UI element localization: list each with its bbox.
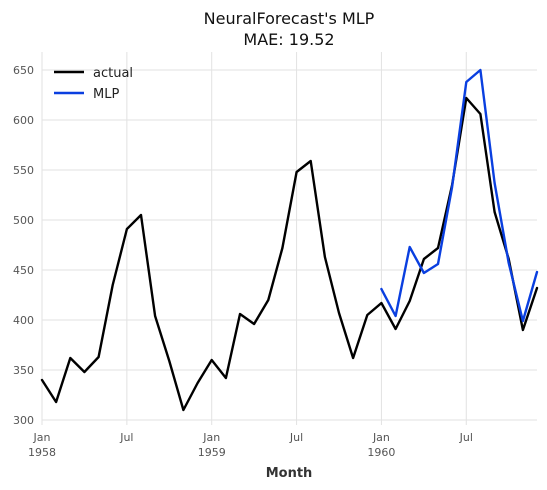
y-tick-label: 600 bbox=[13, 114, 34, 127]
x-tick-year-label: 1960 bbox=[367, 446, 395, 459]
legend: actual MLP bbox=[54, 66, 133, 102]
x-tick-year-label: 1958 bbox=[28, 446, 56, 459]
chart-subtitle: MAE: 19.52 bbox=[243, 30, 334, 49]
x-tick-label: Jan bbox=[372, 431, 390, 444]
x-tick-label: Jan bbox=[202, 431, 220, 444]
x-tick-label: Jan bbox=[33, 431, 51, 444]
legend-label-mlp: MLP bbox=[93, 87, 119, 102]
x-axis-label: Month bbox=[266, 466, 313, 481]
y-tick-label: 650 bbox=[13, 64, 34, 77]
x-tick-label: Jul bbox=[459, 431, 473, 444]
series-line-mlp bbox=[380, 68, 539, 323]
y-tick-label: 400 bbox=[13, 314, 34, 327]
y-tick-label: 450 bbox=[13, 264, 34, 277]
y-tick-label: 550 bbox=[13, 164, 34, 177]
y-axis-ticks: 300 350 400 450 500 550 600 650 bbox=[13, 64, 34, 427]
x-tick-label: Jul bbox=[289, 431, 303, 444]
series-line-actual bbox=[40, 96, 539, 412]
chart-title: NeuralForecast's MLP bbox=[204, 9, 375, 28]
y-tick-label: 500 bbox=[13, 214, 34, 227]
y-tick-label: 300 bbox=[13, 414, 34, 427]
series-lines bbox=[40, 68, 539, 412]
grid bbox=[41, 52, 537, 425]
x-tick-year-label: 1959 bbox=[198, 446, 226, 459]
x-tick-label: Jul bbox=[119, 431, 133, 444]
legend-label-actual: actual bbox=[93, 66, 133, 81]
x-axis-ticks: Jan 1958 Jul Jan 1959 Jul Jan 1960 Jul bbox=[28, 431, 473, 459]
y-tick-label: 350 bbox=[13, 364, 34, 377]
